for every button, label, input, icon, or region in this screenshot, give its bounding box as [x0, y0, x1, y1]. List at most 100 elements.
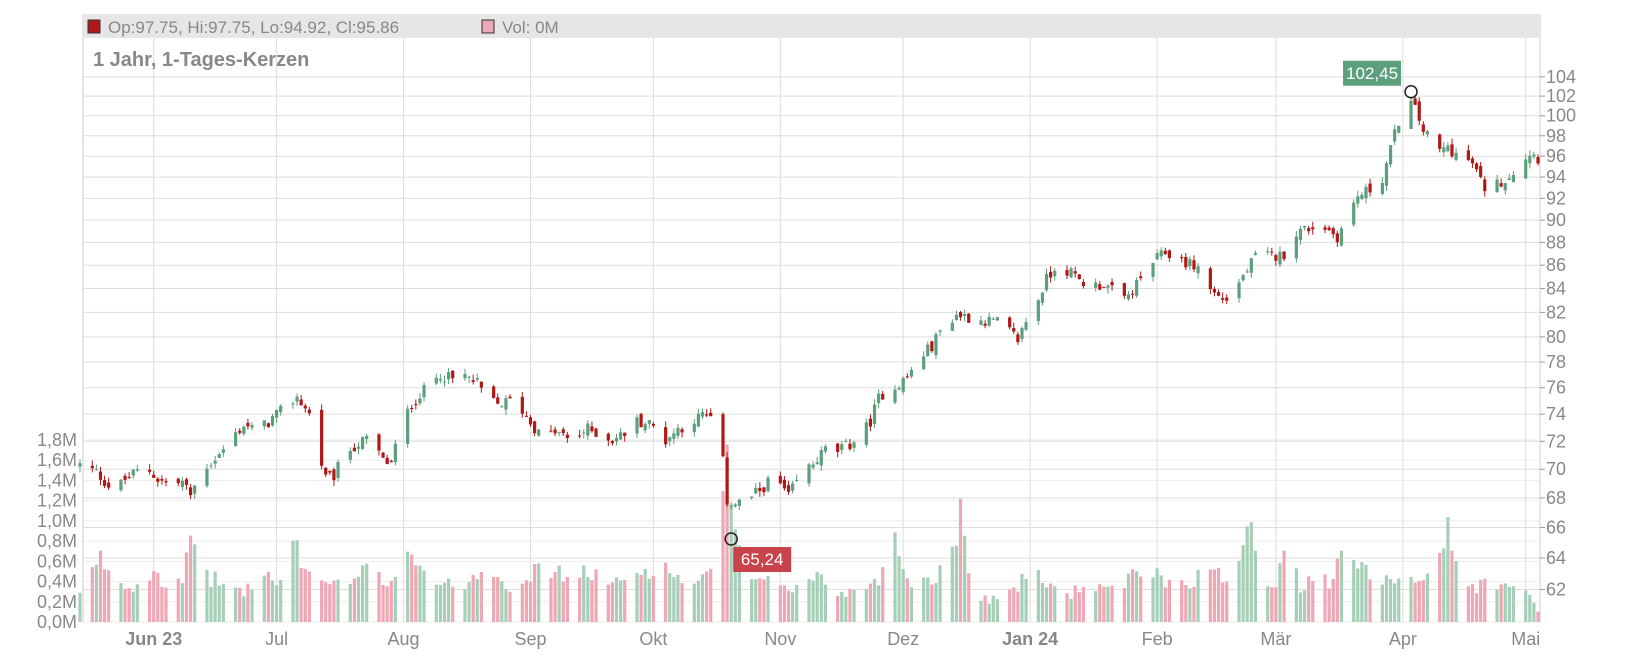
- volume-bar: [274, 585, 279, 622]
- volume-bar: [549, 578, 553, 622]
- volume-bar: [586, 576, 590, 622]
- candle-body: [446, 372, 451, 380]
- volume-bar: [1356, 568, 1360, 622]
- candle-body: [303, 405, 307, 409]
- volume-bar: [414, 565, 418, 622]
- volume-bar: [1040, 582, 1045, 622]
- volume-bar: [234, 587, 238, 622]
- candle-body: [500, 406, 504, 408]
- volume-bar: [905, 578, 909, 622]
- candle-body: [1380, 182, 1384, 195]
- candle-body: [610, 441, 615, 444]
- candle-body: [377, 434, 381, 451]
- legend-volume-swatch: [481, 19, 495, 34]
- candle-body: [1532, 154, 1536, 157]
- candle-body: [823, 446, 827, 452]
- candle-body: [1339, 228, 1344, 246]
- candle-body: [872, 404, 877, 424]
- candle-body: [1425, 131, 1430, 135]
- volume-bar: [864, 589, 868, 622]
- candle-body: [926, 344, 930, 357]
- volume-bar: [463, 589, 467, 622]
- candle-body: [1180, 257, 1184, 259]
- volume-bar: [877, 585, 881, 622]
- volume-bar: [623, 579, 627, 622]
- candle-body: [700, 412, 705, 417]
- candle-body: [160, 479, 164, 481]
- candle-body: [979, 320, 983, 326]
- volume-bar: [1302, 590, 1307, 622]
- volume-bar: [1536, 611, 1540, 622]
- candles: [78, 94, 1540, 510]
- candle-body: [639, 413, 643, 428]
- volume-bar: [78, 592, 82, 622]
- volume-bar: [176, 578, 180, 622]
- candle-body: [836, 443, 840, 452]
- volume-bar: [205, 569, 209, 622]
- volume-bar: [360, 565, 365, 622]
- volume-bar: [471, 574, 475, 622]
- annotation-marker: [724, 532, 738, 546]
- candle-body: [262, 420, 266, 427]
- volume-bar: [336, 579, 340, 622]
- candle-body: [557, 432, 561, 434]
- volume-bar: [950, 546, 954, 622]
- volume-bar: [1069, 598, 1073, 622]
- candle-body: [496, 397, 500, 404]
- volume-bar: [1253, 550, 1258, 622]
- candle-body: [328, 470, 332, 473]
- candle-body: [1352, 202, 1356, 225]
- volume-bar: [1122, 587, 1126, 622]
- candle-body: [1356, 196, 1360, 204]
- volume-bar: [1388, 579, 1393, 622]
- candle-body: [995, 317, 999, 321]
- volume-tick-label: 1,6M: [37, 450, 77, 470]
- volume-bar: [295, 540, 299, 622]
- candle-body: [135, 469, 139, 471]
- candle-body: [606, 433, 610, 441]
- volume-bar: [131, 591, 135, 622]
- volume-bar: [778, 585, 782, 622]
- candle-body: [1507, 178, 1511, 180]
- volume-tick-label: 0,4M: [37, 572, 77, 592]
- candle-body: [664, 427, 668, 445]
- price-tick-label: 82: [1546, 302, 1566, 322]
- volume-bar: [279, 579, 283, 622]
- candle-body: [221, 449, 225, 453]
- volume-bar: [672, 577, 676, 622]
- volume-bar: [1110, 585, 1114, 622]
- volume-bar: [1474, 593, 1479, 622]
- candle-body: [451, 370, 455, 379]
- volume-bar: [791, 592, 795, 622]
- volume-bar: [1012, 587, 1016, 622]
- candle-body: [1106, 285, 1110, 288]
- legend-bar: [83, 15, 1540, 38]
- candle-body: [815, 462, 819, 465]
- volume-bar: [123, 588, 127, 622]
- price-axis: 6264666870727476788082848688909294969810…: [1540, 67, 1576, 600]
- candle-body: [922, 356, 926, 370]
- volume-tick-label: 0,8M: [37, 531, 77, 551]
- volume-bar: [930, 584, 934, 622]
- volume-bar: [180, 583, 184, 622]
- price-tick-label: 78: [1546, 352, 1566, 372]
- volume-bar: [1159, 575, 1163, 622]
- candle-body: [533, 421, 537, 434]
- volume-bar: [782, 585, 787, 622]
- volume-bar: [1278, 563, 1282, 622]
- volume-bar: [242, 596, 246, 622]
- candle-body: [782, 479, 787, 489]
- candle-body: [1249, 258, 1253, 273]
- volume-bar: [90, 567, 94, 622]
- candle-body: [991, 318, 995, 320]
- candle-body: [1274, 255, 1278, 261]
- volume-bar: [1495, 589, 1499, 622]
- candle-body: [184, 479, 189, 485]
- volume-bar: [995, 599, 999, 622]
- candle-body: [1499, 183, 1503, 187]
- candle-body: [1225, 297, 1229, 301]
- candle-body: [1049, 271, 1053, 278]
- candle-body: [94, 469, 98, 471]
- candle-body: [463, 374, 467, 379]
- volume-bar: [983, 595, 987, 622]
